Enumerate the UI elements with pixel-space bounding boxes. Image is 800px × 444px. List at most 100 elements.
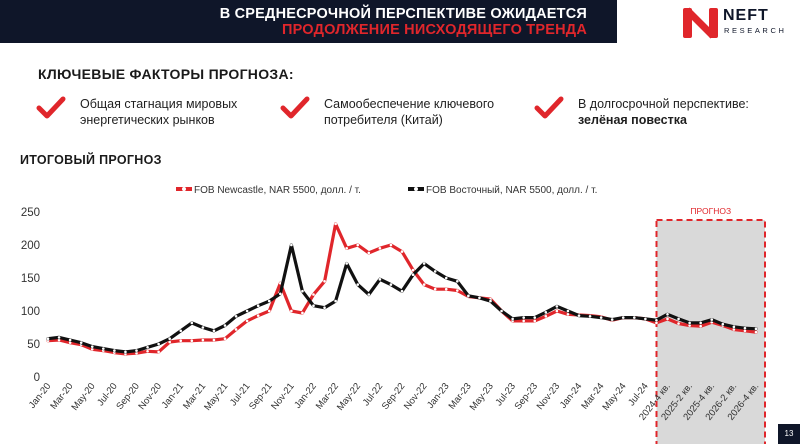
data-point-s1-45 [544,311,548,314]
factor-2-line-1: Самообеспечение ключевого [324,97,495,111]
x-tick-label-23: Nov-23 [535,381,563,412]
data-point-s0-55 [655,321,658,325]
data-point-s1-8 [135,349,138,352]
data-point-s1-15 [212,329,216,333]
data-point-s1-51 [610,318,614,321]
legend-marker-1 [414,187,418,191]
data-point-s0-11 [168,340,171,344]
factor-3-bold: зелёная повестка [578,113,687,127]
data-point-s0-45 [544,314,548,318]
data-point-s0-56 [666,317,669,321]
data-point-s1-29 [367,293,371,296]
data-point-s1-43 [522,316,525,319]
data-point-s1-53 [633,316,636,319]
legend-marker-0 [182,187,186,191]
x-tick-label-11: Nov-21 [269,381,297,412]
logo-name: NEFT [723,7,769,24]
y-tick-label-0: 0 [34,372,40,384]
factor-2-line-2: потребителя (Китай) [324,113,443,127]
data-point-s0-16 [223,337,227,341]
data-point-s1-19 [256,304,260,308]
data-point-s0-43 [522,319,525,323]
check-icon [534,96,564,119]
data-point-s1-46 [555,305,559,308]
data-point-s0-57 [677,322,680,325]
data-point-s1-57 [677,317,680,321]
data-point-s1-62 [732,325,736,329]
data-point-s1-56 [666,313,669,316]
y-tick-label-1: 50 [27,339,40,351]
data-point-s0-62 [732,328,736,331]
data-point-s1-0 [46,337,50,341]
legend-label-0: FOB Newcastle, NAR 5500, долл. / т. [194,185,361,196]
data-point-s1-59 [699,321,702,325]
data-point-s0-33 [411,268,415,272]
data-point-s1-33 [411,273,415,277]
check-icon [36,96,66,119]
data-point-s1-22 [290,243,293,247]
header-bar: В СРЕДНЕСРОЧНОЙ ПЕРСПЕКТИВЕ ОЖИДАЕТСЯ ПР… [0,0,617,43]
data-point-s0-58 [688,324,691,327]
data-point-s1-55 [655,318,658,322]
data-point-s0-15 [212,338,216,342]
data-point-s1-6 [113,349,116,352]
chart-title: ИТОГОВЫЙ ПРОГНОЗ [20,153,162,167]
y-tick-label-2: 100 [21,306,40,318]
data-point-s1-42 [511,317,514,321]
data-point-s1-11 [168,337,171,341]
data-point-s1-61 [721,322,725,326]
data-point-s0-1 [57,338,61,342]
data-point-s1-17 [234,314,238,318]
header-line-2: ПРОДОЛЖЕНИЕ НИСХОДЯЩЕГО ТРЕНДА [282,22,587,38]
data-point-s1-3 [79,341,83,344]
header-line-1: В СРЕДНЕСРОЧНОЙ ПЕРСПЕКТИВЕ ОЖИДАЕТСЯ [219,6,587,22]
data-point-s1-35 [433,270,437,273]
data-point-s0-19 [256,314,260,317]
forecast-chart: ПРОГНОЗ FOB Newcastle, NAR 5500, долл. / … [21,185,766,444]
logo-subtitle: RESEARCH [724,26,787,35]
factor-1-line-1: Общая стагнация мировых [80,97,238,111]
series-line-1 [46,243,758,354]
data-point-s1-7 [124,350,127,354]
data-point-s1-44 [533,316,537,319]
factor-3-line-1: В долгосрочной перспективе: [578,97,749,111]
data-point-s0-2 [68,341,72,344]
data-point-s0-64 [754,330,758,334]
data-point-s1-25 [323,306,326,310]
data-point-s1-50 [599,316,603,319]
data-point-s1-49 [588,314,592,318]
x-tick-label-20: May-23 [468,381,496,413]
data-point-s1-36 [444,276,448,280]
data-point-s1-38 [467,294,470,298]
data-point-s1-1 [57,336,61,339]
y-tick-label-4: 200 [21,240,40,252]
x-tick-label-5: Nov-20 [136,381,164,412]
y-tick-label-5: 250 [21,207,40,219]
data-point-s0-30 [378,247,382,250]
data-point-s1-31 [389,283,393,286]
data-point-s1-4 [90,345,94,348]
data-point-s1-13 [190,321,194,325]
data-point-s0-28 [356,243,360,247]
data-point-s0-9 [146,349,149,353]
data-point-s0-26 [334,222,337,226]
data-point-s0-27 [345,247,348,250]
data-point-s0-12 [179,339,183,343]
data-point-s1-9 [146,346,149,349]
factor-1-line-2: энергетических рынков [80,113,215,127]
data-point-s1-64 [754,327,758,331]
data-point-s1-58 [688,321,691,325]
data-point-s0-10 [157,350,160,354]
factors-title: КЛЮЧЕВЫЕ ФАКТОРЫ ПРОГНОЗА: [38,66,294,82]
data-point-s0-13 [190,339,194,343]
data-point-s1-37 [456,280,459,283]
x-tick-label-8: May-21 [202,381,230,413]
data-point-s1-39 [478,296,481,300]
y-tick-label-3: 150 [21,273,40,285]
x-tick-label-14: May-22 [335,381,363,413]
data-point-s0-37 [456,289,459,292]
data-point-s1-10 [157,342,160,346]
data-point-s1-47 [566,309,570,313]
x-tick-label-17: Nov-22 [402,381,430,412]
data-point-s0-63 [743,329,747,333]
